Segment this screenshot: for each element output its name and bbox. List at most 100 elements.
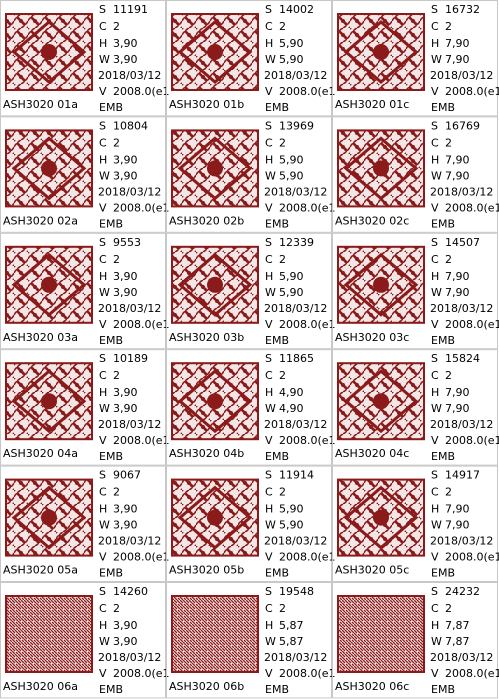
date: 2018/03/12 xyxy=(98,302,161,315)
date: 2018/03/12 xyxy=(430,535,493,548)
cell-frame xyxy=(166,465,332,583)
field-label: S xyxy=(99,469,106,482)
design-name: ASH3020 02b xyxy=(169,214,244,227)
field-value: 7,90 xyxy=(445,53,470,66)
file-format: EMB xyxy=(431,217,455,230)
field-label: V xyxy=(265,667,273,680)
field-label: W xyxy=(431,402,442,415)
cell-frame xyxy=(166,582,332,699)
field-value: 14917 xyxy=(445,469,480,482)
field-label: S xyxy=(265,236,272,249)
cell-frame xyxy=(0,116,166,233)
file-format: EMB xyxy=(431,683,455,696)
design-name: ASH3020 01b xyxy=(169,98,244,111)
field-label: H xyxy=(431,503,439,516)
cell-frame xyxy=(166,232,332,350)
field-value: 3,90 xyxy=(113,286,138,299)
cell-frame xyxy=(0,232,166,350)
file-format: EMB xyxy=(431,450,455,463)
date: 2018/03/12 xyxy=(98,651,161,664)
field-value: 2008.0(e1 xyxy=(279,201,336,214)
field-value: 9067 xyxy=(113,469,141,482)
field-value: 3,90 xyxy=(113,386,138,399)
design-thumbnail xyxy=(5,595,93,673)
thumbnail-center xyxy=(207,276,223,293)
thumbnail-motif xyxy=(343,252,419,317)
field-value: 10189 xyxy=(113,352,148,365)
date: 2018/03/12 xyxy=(98,69,161,82)
field-value: 2008.0(e1 xyxy=(279,551,336,564)
field-value: 2008.0(e1 xyxy=(445,85,499,98)
field-value: 2008.0(e1 xyxy=(445,434,499,447)
field-value: 2 xyxy=(113,20,120,33)
field-label: S xyxy=(265,3,272,16)
field-value: 3,90 xyxy=(113,270,138,283)
design-name: ASH3020 06a xyxy=(3,680,78,693)
cell-frame xyxy=(166,116,332,233)
field-label: W xyxy=(99,286,110,299)
field-label: C xyxy=(431,253,439,266)
file-format: EMB xyxy=(265,683,289,696)
design-thumbnail xyxy=(5,13,93,91)
thumbnail-motif xyxy=(177,20,253,84)
field-label: H xyxy=(431,619,439,632)
date: 2018/03/12 xyxy=(430,418,493,431)
field-label: H xyxy=(265,153,273,166)
field-label: H xyxy=(431,386,439,399)
field-label: V xyxy=(431,318,439,331)
cell-frame xyxy=(332,232,498,350)
design-name: ASH3020 04b xyxy=(169,447,244,460)
thumbnail-center xyxy=(373,509,389,526)
field-label: C xyxy=(265,20,273,33)
field-label: V xyxy=(99,434,107,447)
field-value: 5,87 xyxy=(279,635,304,648)
field-value: 24232 xyxy=(445,585,480,598)
field-label: V xyxy=(431,551,439,564)
field-value: 14002 xyxy=(279,3,314,16)
thumbnail-center xyxy=(373,44,389,60)
design-name: ASH3020 06b xyxy=(169,680,244,693)
design-name: ASH3020 06c xyxy=(335,680,409,693)
cell-frame xyxy=(0,0,166,117)
field-label: H xyxy=(265,270,273,283)
cell-frame xyxy=(0,465,166,583)
file-format: EMB xyxy=(99,101,123,114)
field-label: W xyxy=(431,519,442,532)
field-label: V xyxy=(99,318,107,331)
field-label: C xyxy=(265,136,273,149)
thumbnail-motif xyxy=(11,485,87,550)
file-format: EMB xyxy=(99,217,123,230)
design-name: ASH3020 04c xyxy=(335,447,409,460)
field-value: 2 xyxy=(279,20,286,33)
field-value: 9553 xyxy=(113,236,141,249)
cell-frame xyxy=(332,465,498,583)
field-value: 2 xyxy=(445,253,452,266)
field-label: S xyxy=(265,352,272,365)
field-label: W xyxy=(99,519,110,532)
field-value: 2 xyxy=(445,369,452,382)
field-label: W xyxy=(431,286,442,299)
field-label: S xyxy=(99,119,106,132)
design-name: ASH3020 03a xyxy=(3,331,78,344)
field-label: C xyxy=(431,20,439,33)
field-label: S xyxy=(431,352,438,365)
field-value: 3,90 xyxy=(113,619,138,632)
thumbnail-motif xyxy=(343,485,419,550)
thumbnail-center xyxy=(41,160,57,177)
field-label: H xyxy=(265,386,273,399)
thumbnail-motif xyxy=(11,20,87,84)
thumbnail-center xyxy=(373,160,389,177)
field-label: V xyxy=(99,85,107,98)
cell-frame xyxy=(0,349,166,466)
cell-frame xyxy=(0,582,166,699)
field-label: C xyxy=(99,20,107,33)
field-label: C xyxy=(99,253,107,266)
field-value: 5,90 xyxy=(279,286,304,299)
field-value: 7,90 xyxy=(445,153,470,166)
field-label: C xyxy=(265,486,273,499)
thumbnail-motif xyxy=(177,369,253,434)
field-label: H xyxy=(99,37,107,50)
field-value: 7,90 xyxy=(445,402,470,415)
field-label: W xyxy=(99,402,110,415)
field-label: H xyxy=(431,153,439,166)
